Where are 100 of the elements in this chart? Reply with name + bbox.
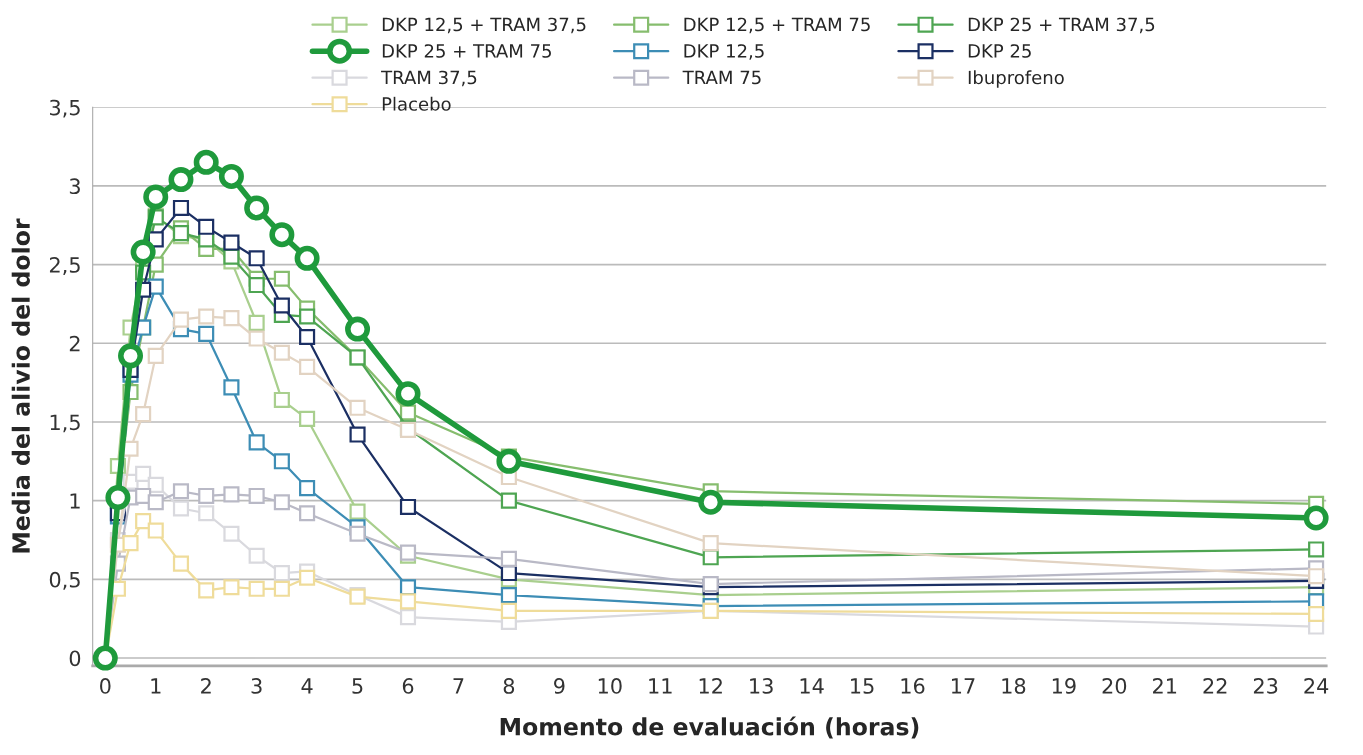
point — [349, 399, 366, 416]
point — [118, 343, 144, 369]
point — [218, 163, 244, 189]
point — [122, 535, 139, 552]
point — [172, 500, 190, 517]
point — [1308, 605, 1325, 623]
point — [147, 522, 164, 539]
y-tick-label: 3,5 — [50, 99, 80, 118]
point — [1303, 505, 1329, 531]
point — [135, 465, 152, 482]
point — [198, 308, 215, 325]
point — [500, 587, 517, 604]
point — [223, 310, 240, 327]
point — [349, 525, 366, 542]
point — [496, 448, 522, 474]
point — [198, 325, 215, 342]
point — [273, 297, 290, 314]
x-tick-label: 16 — [901, 678, 925, 694]
x-tick-label: 12 — [699, 678, 722, 694]
x-tick-label: 1 — [151, 678, 161, 694]
point — [345, 316, 371, 342]
point — [500, 602, 517, 619]
point — [248, 277, 265, 294]
point — [273, 270, 290, 287]
point — [135, 406, 152, 423]
point — [248, 250, 265, 267]
legend-label: DKP 12,5 + TRAM 75 — [684, 17, 870, 34]
point — [198, 487, 215, 504]
point — [273, 494, 290, 511]
point — [299, 505, 316, 522]
point — [223, 234, 240, 251]
legend-label: DKP 12,5 — [684, 44, 764, 60]
point — [702, 535, 719, 552]
point — [299, 328, 316, 346]
point — [244, 195, 270, 221]
point — [105, 485, 131, 511]
x-tick-label: 23 — [1253, 678, 1278, 694]
x-tick-label: 14 — [800, 678, 824, 694]
x-tick-label: 19 — [1052, 678, 1076, 694]
legend-label: TRAM 75 — [682, 70, 761, 85]
point — [273, 565, 290, 582]
y-tick-label: 0 — [69, 650, 81, 667]
y-tick-label: 2 — [69, 335, 80, 352]
point — [172, 311, 190, 328]
x-tick-label: 4 — [301, 678, 313, 694]
x-tick-label: 7 — [453, 678, 464, 694]
point — [198, 582, 215, 599]
point — [198, 218, 215, 235]
y-tick-label: 1 — [70, 493, 80, 509]
x-tick-label: 8 — [503, 678, 515, 694]
x-tick-label: 15 — [851, 678, 874, 694]
point — [500, 550, 517, 567]
point — [223, 579, 240, 596]
point — [147, 476, 164, 493]
point — [168, 167, 194, 193]
point — [399, 609, 417, 626]
legend-label: TRAM 37,5 — [381, 70, 477, 87]
point — [349, 503, 366, 520]
point — [223, 525, 240, 542]
point — [147, 494, 164, 511]
legend-label: DKP 12,5 + TRAM 37,5 — [382, 17, 586, 34]
legend-label: DKP 25 + TRAM 75 — [382, 44, 551, 58]
x-tick-label: 3 — [251, 678, 262, 694]
y-tick-label: 0,5 — [49, 571, 80, 590]
x-tick-label: 13 — [750, 678, 773, 694]
x-tick-label: 11 — [649, 678, 672, 694]
point — [248, 330, 265, 347]
y-axis-title: Media del alivio del dolor — [11, 218, 30, 553]
y-tick-label: 3 — [69, 178, 80, 195]
point — [143, 184, 169, 210]
point — [130, 239, 156, 265]
point — [299, 410, 316, 427]
point — [399, 593, 417, 610]
x-tick-label: 17 — [951, 678, 975, 694]
point — [248, 314, 265, 331]
point — [147, 347, 164, 364]
point — [172, 555, 190, 572]
point — [193, 149, 219, 175]
point — [172, 199, 190, 216]
y-tick-label: 1,5 — [50, 414, 80, 433]
point — [273, 580, 290, 597]
point — [223, 379, 240, 396]
point — [248, 434, 265, 451]
point — [135, 513, 152, 530]
point — [299, 480, 316, 497]
x-tick-label: 18 — [1002, 678, 1026, 694]
legend-label: DKP 25 — [968, 44, 1031, 58]
point — [223, 486, 240, 503]
point — [172, 483, 190, 500]
x-tick-label: 10 — [598, 678, 622, 694]
x-tick-label: 0 — [100, 678, 111, 694]
point — [1308, 568, 1325, 585]
x-tick-label: 21 — [1153, 678, 1177, 694]
point — [500, 492, 517, 509]
point — [273, 344, 290, 361]
point — [198, 505, 215, 522]
point — [248, 487, 265, 504]
x-tick-label: 2 — [201, 678, 211, 694]
point — [248, 580, 265, 597]
legend-label: DKP 25 + TRAM 37,5 — [968, 17, 1155, 34]
